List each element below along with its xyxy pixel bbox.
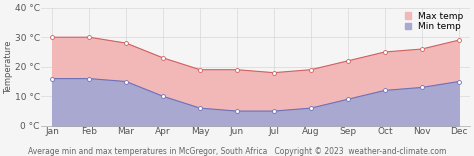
Point: [122, 80, 130, 83]
Point: [48, 36, 56, 39]
Point: [344, 98, 352, 100]
Y-axis label: Temperature: Temperature: [4, 40, 13, 93]
Point: [344, 60, 352, 62]
Point: [418, 86, 426, 89]
Point: [418, 48, 426, 50]
Legend: Max temp, Min temp: Max temp, Min temp: [403, 10, 465, 33]
Point: [270, 110, 278, 112]
Point: [196, 107, 204, 109]
Point: [307, 68, 315, 71]
Point: [159, 57, 167, 59]
Point: [85, 36, 93, 39]
Point: [233, 110, 241, 112]
Text: Average min and max temperatures in McGregor, South Africa   Copyright © 2023  w: Average min and max temperatures in McGr…: [28, 147, 446, 156]
Point: [85, 77, 93, 80]
Point: [381, 89, 389, 92]
Point: [270, 71, 278, 74]
Point: [233, 68, 241, 71]
Point: [159, 95, 167, 98]
Point: [307, 107, 315, 109]
Point: [381, 51, 389, 53]
Point: [122, 42, 130, 44]
Point: [196, 68, 204, 71]
Point: [455, 80, 463, 83]
Point: [455, 39, 463, 41]
Point: [48, 77, 56, 80]
